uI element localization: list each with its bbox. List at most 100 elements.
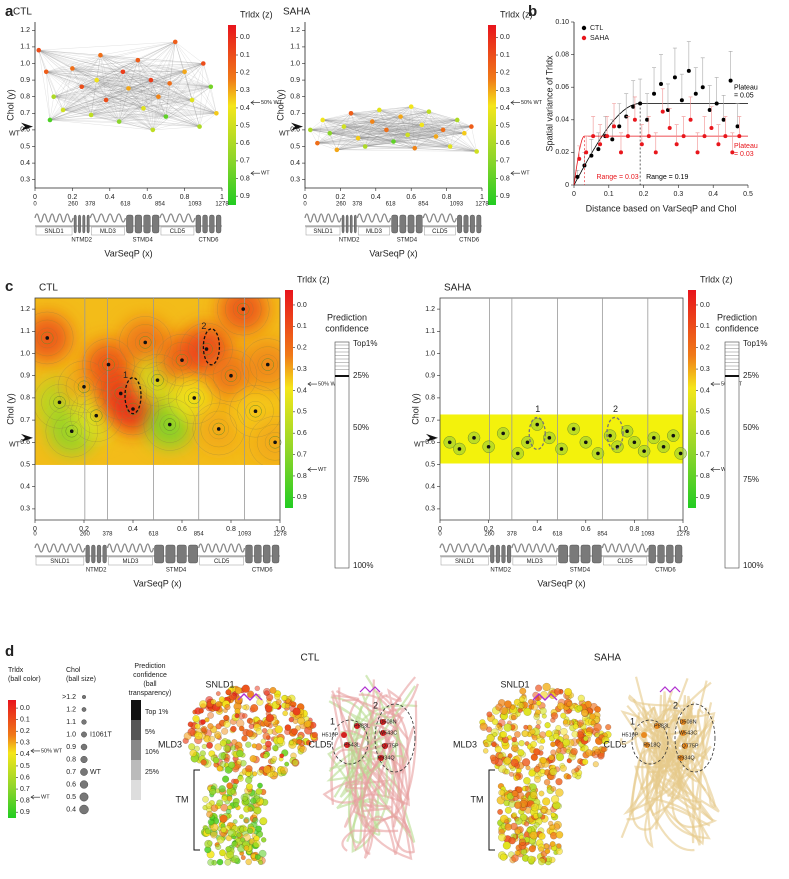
x-tick-label: 0.6 xyxy=(142,194,152,201)
ball xyxy=(274,725,283,734)
ball xyxy=(555,847,563,855)
confidence-level: 75% xyxy=(743,475,759,484)
x-tick-label: 0.5 xyxy=(743,191,753,198)
contour xyxy=(53,413,90,450)
ball xyxy=(589,713,596,720)
ball xyxy=(517,749,525,757)
edge xyxy=(122,71,170,84)
point-halo xyxy=(268,436,282,449)
error-bar xyxy=(665,83,670,111)
edge xyxy=(63,99,193,111)
edge xyxy=(365,146,477,152)
edge xyxy=(393,141,451,147)
ball xyxy=(198,708,204,714)
edge xyxy=(150,63,204,81)
point xyxy=(577,156,582,161)
edge xyxy=(38,50,204,64)
ribbon xyxy=(343,683,419,828)
node xyxy=(120,69,126,75)
edge xyxy=(435,126,472,137)
edge xyxy=(317,133,330,144)
ball xyxy=(520,848,528,856)
edge xyxy=(393,106,412,142)
edge xyxy=(122,71,159,97)
confidence-title: Prediction xyxy=(717,312,757,322)
ball xyxy=(254,685,260,692)
edge xyxy=(53,55,101,97)
edge xyxy=(365,119,458,147)
error-bar xyxy=(618,132,623,153)
edge xyxy=(128,63,204,89)
point-halo xyxy=(65,424,78,438)
domain-label: MLD3 xyxy=(122,559,139,565)
contour xyxy=(35,311,74,365)
ball xyxy=(224,766,233,774)
node xyxy=(334,147,340,153)
ball xyxy=(594,732,600,738)
ball xyxy=(541,808,547,814)
ball xyxy=(534,822,540,828)
point xyxy=(525,440,530,445)
fit-curve xyxy=(573,103,748,186)
edge xyxy=(53,96,166,117)
edge xyxy=(400,116,477,152)
edge xyxy=(372,121,444,131)
ball xyxy=(560,712,567,719)
edge xyxy=(329,129,387,134)
colorbar-title: Trldx (z) xyxy=(240,9,273,19)
colorbar-marker xyxy=(710,381,720,387)
edge xyxy=(411,106,429,112)
chart-title: CTL xyxy=(39,283,58,294)
ball xyxy=(535,684,543,692)
edge xyxy=(96,79,170,84)
point xyxy=(678,451,683,456)
edge xyxy=(450,119,458,147)
point xyxy=(723,134,728,139)
contour xyxy=(65,368,103,405)
edge xyxy=(310,116,401,131)
mutation-ball xyxy=(641,732,647,738)
edge xyxy=(38,50,123,72)
ribbon xyxy=(652,690,716,809)
ball xyxy=(528,769,536,777)
edge xyxy=(442,129,451,147)
edge xyxy=(122,63,204,72)
ball xyxy=(250,704,259,713)
edge xyxy=(143,99,193,109)
edge xyxy=(379,109,451,147)
edge xyxy=(365,111,429,147)
edge xyxy=(137,60,185,72)
ball xyxy=(292,718,299,725)
contour xyxy=(35,376,86,429)
edge xyxy=(72,68,170,84)
ball xyxy=(237,775,244,782)
domain-helix xyxy=(675,544,683,564)
point xyxy=(180,358,184,362)
node xyxy=(426,109,432,114)
colorbar-tick-label: 0.0 xyxy=(700,302,710,309)
error-bar xyxy=(688,96,693,120)
cluster-label: 1 xyxy=(535,404,540,414)
ball xyxy=(523,724,529,730)
plot-frame xyxy=(439,297,684,521)
edge xyxy=(317,121,373,144)
edge xyxy=(128,83,170,89)
colorbar-tick-label: 0.9 xyxy=(297,494,307,501)
domain-helix xyxy=(152,214,160,234)
ball xyxy=(219,849,226,857)
edge xyxy=(421,124,472,127)
edge xyxy=(421,119,458,126)
cluster-label: 2 xyxy=(201,321,206,331)
ball xyxy=(255,825,262,833)
ball xyxy=(219,814,228,823)
edge xyxy=(63,96,159,111)
edge xyxy=(372,116,401,122)
edge xyxy=(106,83,170,101)
ball xyxy=(206,810,213,818)
ball xyxy=(206,742,213,749)
ball xyxy=(214,743,222,751)
edge xyxy=(72,68,82,87)
ball xyxy=(556,702,565,710)
edge xyxy=(81,55,101,87)
size-ball xyxy=(81,719,87,725)
